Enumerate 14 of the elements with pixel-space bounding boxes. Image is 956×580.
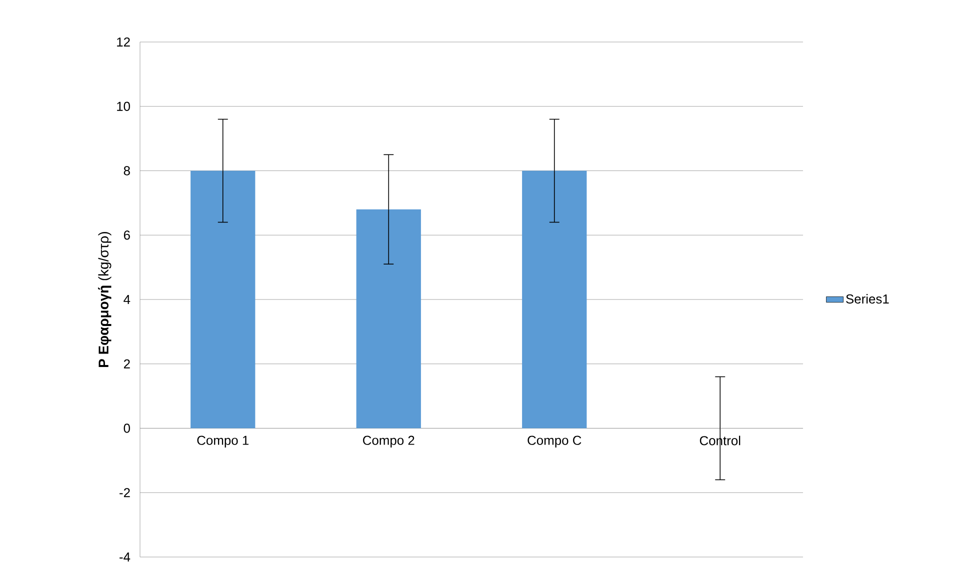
x-tick-label: Compo 2 [363, 436, 414, 448]
y-tick-label: 0 [124, 424, 130, 433]
y-tick-label: 12 [117, 37, 130, 47]
y-tick-label: -2 [120, 488, 130, 498]
y-tick-label: 4 [124, 295, 130, 304]
y-tick-label: 8 [124, 166, 130, 176]
y-tick-label: 2 [124, 359, 130, 368]
y-tick-label: 10 [117, 102, 130, 111]
x-tick-label: Compo 1 [197, 436, 249, 448]
x-tick-label: Compo C [528, 436, 582, 448]
y-tick-label: 6 [124, 230, 130, 240]
y-tick-label: -4 [120, 552, 130, 562]
legend-label: Series1 [846, 294, 889, 304]
y-axis-title: P Εφαρμογή (kg/στρ) [98, 232, 112, 367]
